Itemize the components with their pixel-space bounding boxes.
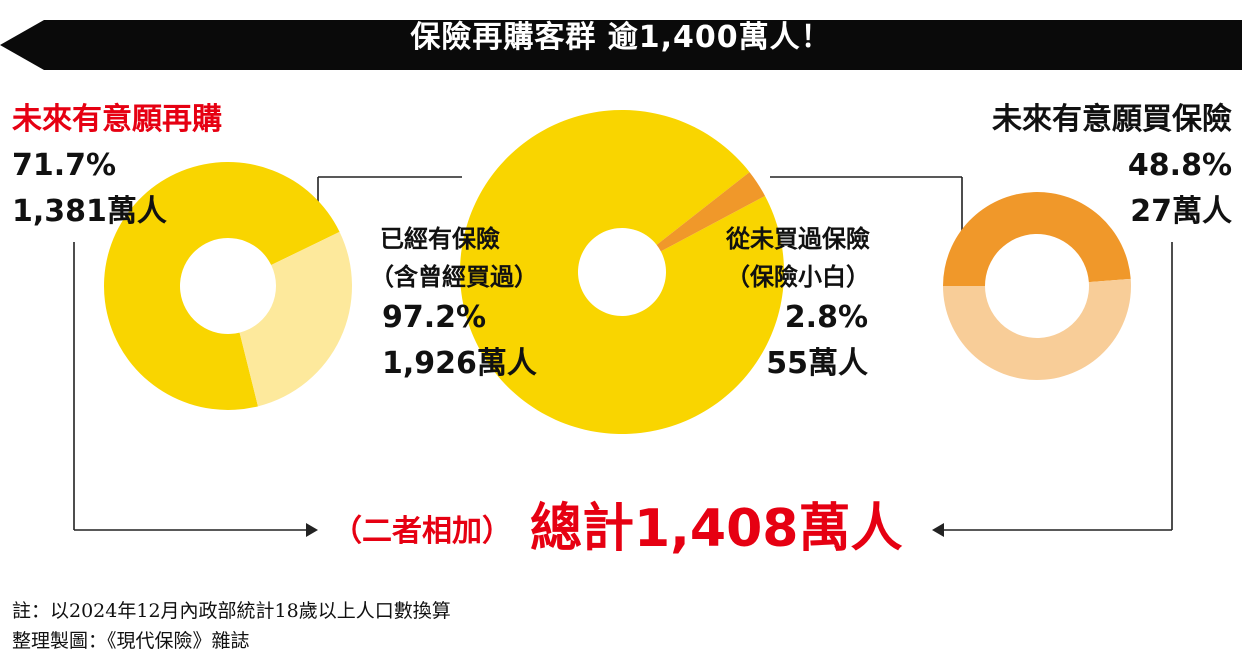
title-banner: 保險再購客群 逾1,400萬人！ [0,0,1242,70]
insured-label-line1: 已經有保險 [380,225,500,253]
left-count: 1,381萬人 [12,194,167,229]
new-count: 55萬人 [766,346,868,381]
insured-count: 1,926萬人 [382,346,537,381]
new-label-line1: 從未買過保險 [726,225,870,253]
insured-label-line2: （含曾經買過） [370,263,538,291]
right-title: 未來有意願買保險 [992,102,1232,137]
right-donut-chart [943,192,1132,381]
left-title: 未來有意願再購 [12,102,222,137]
right-donut-slice-1 [943,192,1131,286]
right-count: 27萬人 [1130,194,1232,229]
center-donut-chart [460,110,785,435]
arrow-left-icon [932,523,944,537]
connector-lines [73,176,1173,537]
banner-arrow-shape [0,20,1242,70]
center-donut-slice-2 [656,172,766,252]
right-donut-slice-2 [943,278,1132,381]
footnote-source: 註：以2024年12月內政部統計18歲以上人口數換算 [12,600,451,622]
left-donut-slice-2 [239,231,352,407]
total-prefix: （二者相加） [332,514,512,549]
arrow-right-icon [306,523,318,537]
right-percent: 48.8% [1127,148,1232,183]
new-label-line2: （保險小白） [726,263,870,291]
left-percent: 71.7% [12,148,117,183]
footnote-credit: 整理製圖：《現代保險》雜誌 [12,630,250,652]
left-donut-slice-1 [103,161,340,410]
banner-title: 保險再購客群 逾1,400萬人！ [410,20,832,55]
insured-percent: 97.2% [382,300,487,335]
left-donut-chart [103,161,352,410]
total-value: 總計1,408萬人 [530,499,903,559]
center-donut-slice-1 [460,110,785,435]
new-percent: 2.8% [784,300,868,335]
